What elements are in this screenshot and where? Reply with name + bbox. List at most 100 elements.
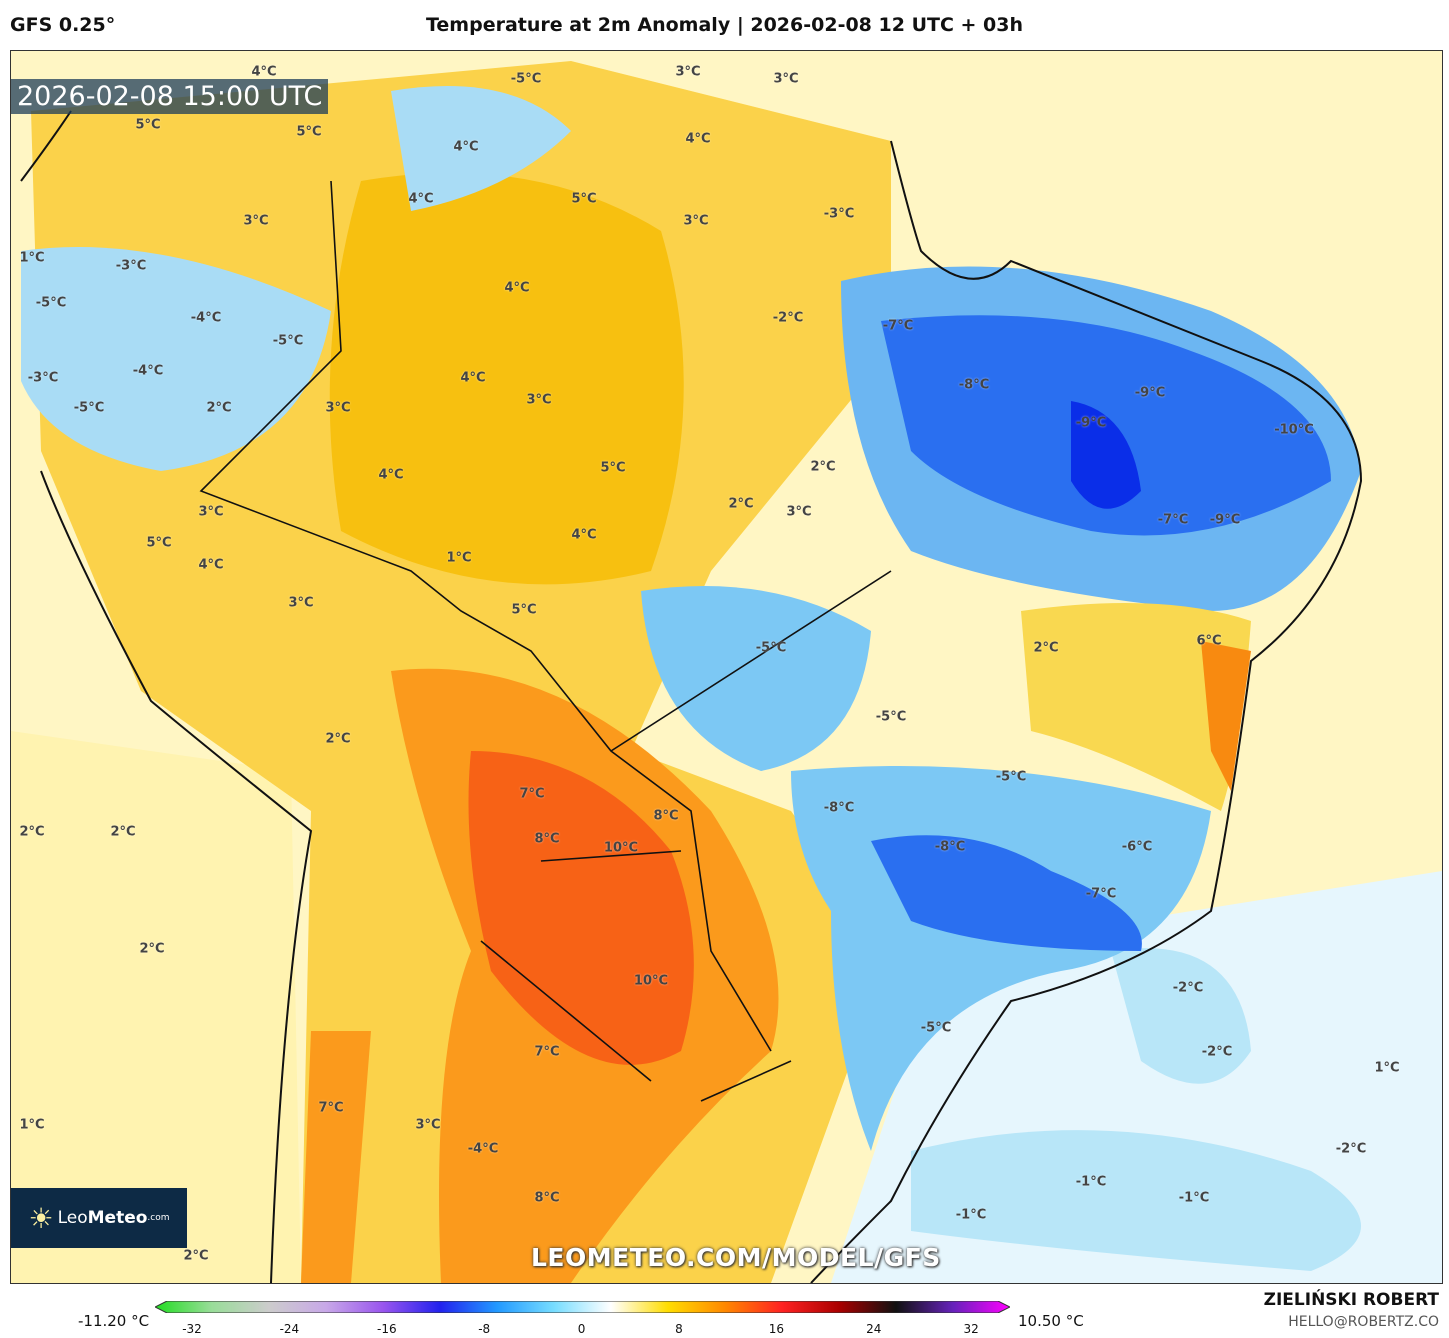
contour-label: 5°C (600, 460, 626, 476)
contour-label: -3°C (115, 258, 147, 274)
land-warm (1021, 603, 1251, 811)
contour-label: 10°C (633, 973, 669, 989)
contour-label: 3°C (773, 71, 799, 87)
contour-label: -9°C (1134, 385, 1166, 401)
contour-label: 1°C (446, 550, 472, 566)
contour-label: 2°C (110, 824, 136, 840)
contour-label: -5°C (755, 640, 787, 656)
valid-time-stamp: 2026-02-08 15:00 UTC (11, 79, 329, 114)
contour-label: -3°C (823, 206, 855, 222)
contour-label: 2°C (728, 496, 754, 512)
contour-label: 8°C (653, 808, 679, 824)
contour-label: 4°C (571, 527, 597, 543)
contour-label: 7°C (519, 786, 545, 802)
contour-label: -5°C (35, 295, 67, 311)
contour-label: -9°C (1075, 415, 1107, 431)
logo-leo: Leo (57, 1208, 88, 1228)
contour-label: 5°C (135, 117, 161, 133)
contour-label: 2°C (325, 731, 351, 747)
colorbar-tick: 32 (963, 1322, 979, 1336)
contour-label: -4°C (132, 363, 164, 379)
colorbar-bar (155, 1301, 1010, 1313)
contour-label: 3°C (325, 400, 351, 416)
contour-label: -10°C (1274, 422, 1314, 438)
contour-label: 4°C (251, 64, 277, 80)
author-name: ZIELIŃSKI ROBERT (1263, 1290, 1439, 1310)
contour-label: -4°C (190, 310, 222, 326)
contour-label: 4°C (504, 280, 530, 296)
contour-label: 4°C (408, 191, 434, 207)
colorbar-tick: -32 (182, 1322, 202, 1336)
contour-label: 2°C (139, 941, 165, 957)
contour-label: -5°C (272, 333, 304, 349)
contour-label: -6°C (1121, 839, 1153, 855)
ocean-cool-zone (911, 1130, 1361, 1271)
logo-com: .com (147, 1213, 170, 1223)
contour-label: 10°C (603, 840, 639, 856)
land-cold-core (871, 835, 1142, 951)
contour-label: -7°C (1085, 886, 1117, 902)
land-hot-andes (301, 1031, 371, 1283)
contour-label: 2°C (206, 400, 232, 416)
contour-label: 3°C (288, 595, 314, 611)
contour-label: 7°C (534, 1044, 560, 1060)
contour-label: 5°C (296, 124, 322, 140)
contour-label: -7°C (882, 318, 914, 334)
contour-label: -1°C (1178, 1190, 1210, 1206)
contour-label: 1°C (19, 250, 45, 266)
contour-label: -7°C (1157, 512, 1189, 528)
contour-label: 2°C (183, 1248, 209, 1264)
contour-label: 4°C (460, 370, 486, 386)
contour-label: 1°C (1374, 1060, 1400, 1076)
author-email: HELLO@ROBERTZ.CO (1288, 1314, 1439, 1330)
colorbar-tick: -16 (376, 1322, 397, 1336)
colorbar-tick: 24 (866, 1322, 882, 1336)
anomaly-map: 4°C -5°C 3°C 3°C 5°C 5°C 4°C 4°C 5°C 4°C 3°C -3°C 3°… (10, 50, 1443, 1284)
contour-label: -1°C (1075, 1174, 1107, 1190)
contour-label: -5°C (995, 769, 1027, 785)
contour-label: 2°C (19, 824, 45, 840)
contour-label: 4°C (685, 131, 711, 147)
colorbar (155, 1301, 1010, 1313)
contour-label: 3°C (243, 213, 269, 229)
land-cool (21, 247, 331, 471)
colorbar-min-label: -11.20 °C (78, 1312, 150, 1330)
contour-label: 4°C (378, 467, 404, 483)
leometeo-logo: ☀ Leo Meteo .com (11, 1188, 187, 1248)
colorbar-tick: 0 (577, 1322, 586, 1336)
model-name: GFS 0.25° (10, 14, 116, 36)
contour-label: 2°C (810, 459, 836, 475)
contour-label: 3°C (415, 1117, 441, 1133)
contour-label: 4°C (198, 557, 224, 573)
contour-label: 3°C (198, 504, 224, 520)
pacific-zone (11, 731, 301, 1283)
contour-label: -2°C (772, 310, 804, 326)
contour-label: -8°C (823, 800, 855, 816)
coastline (20, 110, 1363, 1283)
contour-label: 3°C (526, 392, 552, 408)
map-title: Temperature at 2m Anomaly | 2026-02-08 1… (425, 14, 1024, 36)
contour-label: -8°C (934, 839, 966, 855)
colorbar-max-label: 10.50 °C (1018, 1312, 1084, 1330)
contour-label: 3°C (675, 64, 701, 80)
contour-label: -5°C (875, 709, 907, 725)
colorbar-tick: -8 (478, 1322, 491, 1336)
contour-label: 5°C (571, 191, 597, 207)
borders (199, 180, 892, 1102)
watermark-url: LEOMETEO.COM/MODEL/GFS (531, 1243, 941, 1272)
contour-label: 8°C (534, 831, 560, 847)
contour-label: -5°C (73, 400, 105, 416)
land-warm-core (329, 172, 684, 585)
contour-label: 6°C (1196, 633, 1222, 649)
contour-label: -5°C (510, 71, 542, 87)
contour-label: -2°C (1335, 1141, 1367, 1157)
map-fill (11, 61, 1442, 1283)
land-hot (1201, 641, 1251, 791)
colorbar-tick: 8 (675, 1322, 683, 1336)
ocean-cool-zone (1111, 948, 1251, 1084)
contour-label: 8°C (534, 1190, 560, 1206)
contour-label: -5°C (920, 1020, 952, 1036)
contour-label: -9°C (1209, 512, 1241, 528)
contour-label: 7°C (318, 1100, 344, 1116)
contour-label: -4°C (467, 1141, 499, 1157)
